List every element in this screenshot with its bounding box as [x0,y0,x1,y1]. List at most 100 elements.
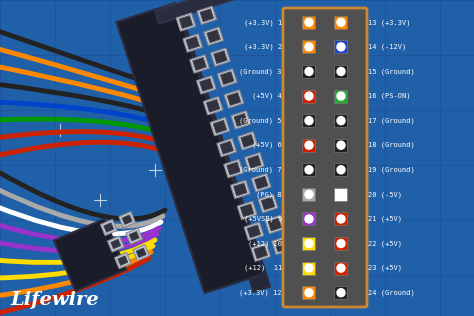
FancyBboxPatch shape [335,139,347,152]
Polygon shape [247,225,261,238]
Circle shape [305,166,313,174]
Circle shape [305,240,313,247]
Polygon shape [206,99,220,112]
Polygon shape [117,3,264,293]
Circle shape [337,190,345,198]
Circle shape [337,141,345,149]
Text: (+3.3V) 1: (+3.3V) 1 [244,19,282,26]
Circle shape [305,141,313,149]
Text: 22 (+5V): 22 (+5V) [368,240,402,247]
Text: 15 (Ground): 15 (Ground) [368,68,415,75]
Circle shape [305,92,313,100]
FancyBboxPatch shape [302,89,316,102]
FancyBboxPatch shape [335,262,347,275]
Polygon shape [108,236,124,252]
Circle shape [337,67,345,76]
Polygon shape [204,27,223,46]
Polygon shape [234,183,247,196]
Polygon shape [210,48,230,66]
Text: (+12) 10: (+12) 10 [248,240,282,247]
FancyBboxPatch shape [302,212,316,225]
Polygon shape [183,34,202,52]
FancyBboxPatch shape [335,286,347,299]
FancyBboxPatch shape [335,163,347,176]
Text: (+3.3V) 2: (+3.3V) 2 [244,44,282,50]
Polygon shape [207,30,220,43]
Text: (Ground) 7: (Ground) 7 [239,167,282,173]
Circle shape [337,43,345,51]
FancyBboxPatch shape [335,212,347,225]
Text: 24 (Ground): 24 (Ground) [368,289,415,296]
Polygon shape [275,239,288,252]
Text: 19 (Ground): 19 (Ground) [368,167,415,173]
Circle shape [337,166,345,174]
Polygon shape [200,78,213,91]
Text: (PG) 8: (PG) 8 [256,191,282,198]
Polygon shape [227,93,241,106]
Polygon shape [210,118,230,136]
Text: 16 (PS-ON): 16 (PS-ON) [368,93,410,99]
Polygon shape [115,252,131,269]
Polygon shape [133,245,149,261]
Text: 20 (-5V): 20 (-5V) [368,191,402,198]
Text: 18 (Ground): 18 (Ground) [368,142,415,149]
Circle shape [305,215,313,223]
Polygon shape [100,219,117,235]
Polygon shape [197,76,216,94]
Polygon shape [217,138,237,157]
FancyBboxPatch shape [283,8,367,307]
FancyBboxPatch shape [302,188,316,201]
FancyBboxPatch shape [335,16,347,29]
Polygon shape [258,194,278,213]
Polygon shape [247,155,261,168]
Polygon shape [220,141,234,154]
Text: (+12)  11: (+12) 11 [244,265,282,271]
Polygon shape [244,222,264,240]
Text: 14 (-12V): 14 (-12V) [368,44,406,50]
Polygon shape [203,97,223,115]
Polygon shape [237,201,257,220]
Polygon shape [104,223,114,232]
Polygon shape [165,16,271,292]
Polygon shape [272,236,292,255]
Polygon shape [200,9,214,22]
FancyBboxPatch shape [335,114,347,127]
Text: (Ground) 3: (Ground) 3 [239,68,282,75]
FancyBboxPatch shape [302,65,316,78]
Text: 21 (+5V): 21 (+5V) [368,216,402,222]
Text: 13 (+3.3V): 13 (+3.3V) [368,19,410,26]
Polygon shape [190,55,209,73]
Circle shape [305,264,313,272]
Polygon shape [234,113,247,126]
Text: (+5V) 4: (+5V) 4 [252,93,282,99]
FancyBboxPatch shape [302,262,316,275]
Polygon shape [261,197,275,210]
Polygon shape [179,16,192,28]
Polygon shape [126,228,143,244]
Polygon shape [119,212,136,228]
Circle shape [305,190,313,198]
Polygon shape [111,239,121,249]
Polygon shape [224,90,244,108]
Text: (+5V) 6: (+5V) 6 [252,142,282,149]
Polygon shape [251,243,271,261]
Polygon shape [230,180,250,199]
FancyBboxPatch shape [335,40,347,53]
FancyBboxPatch shape [302,139,316,152]
Polygon shape [129,231,139,241]
Polygon shape [241,134,255,147]
Polygon shape [118,256,128,265]
FancyBboxPatch shape [302,114,316,127]
Circle shape [305,18,313,26]
Text: Lifewire: Lifewire [10,291,99,309]
Polygon shape [136,248,146,258]
Circle shape [337,264,345,272]
Polygon shape [251,173,271,192]
Circle shape [337,18,345,26]
Polygon shape [155,0,235,24]
Polygon shape [265,216,284,234]
Circle shape [305,43,313,51]
FancyBboxPatch shape [302,40,316,53]
Circle shape [337,289,345,297]
Polygon shape [54,219,126,291]
